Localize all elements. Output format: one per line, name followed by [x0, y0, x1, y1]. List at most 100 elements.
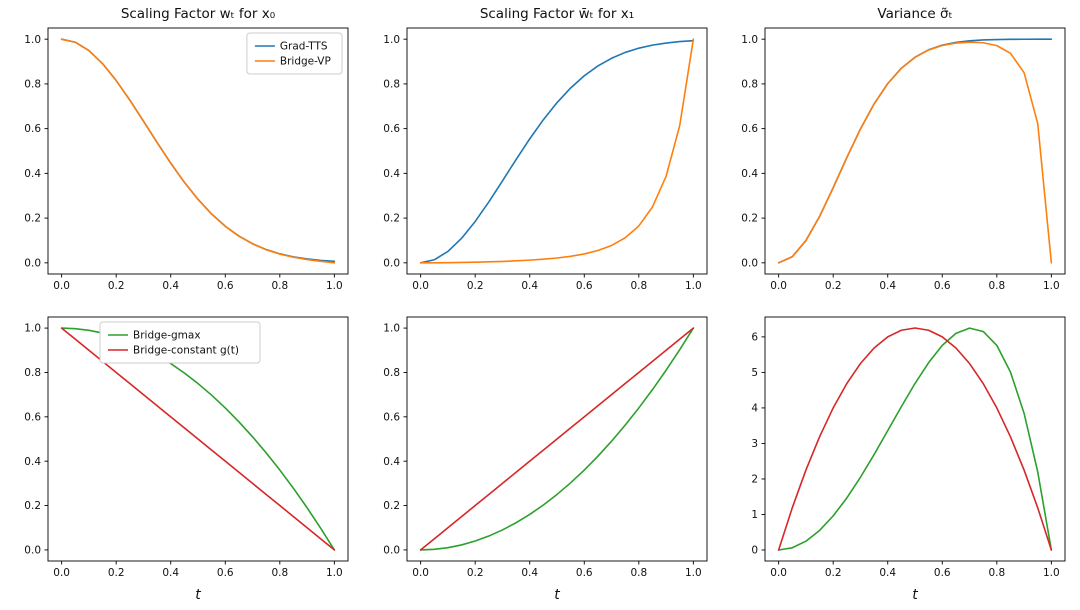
- y-tick-label: 0.0: [24, 257, 41, 269]
- y-tick-label: 0.0: [383, 257, 400, 269]
- x-tick-label: 0.8: [630, 280, 647, 292]
- chart-variance-bridges: 0.0 0.2 0.4 0.6 0.8 1.0 0 1 2 3 4 5 6 t: [719, 305, 1077, 607]
- x-tick-label: 0.6: [576, 567, 593, 579]
- plot-area: [406, 27, 708, 275]
- x-tick-label: 0.0: [53, 567, 70, 579]
- chart-scaling-wbar-x1-bridges: 0.0 0.2 0.4 0.6 0.8 1.0 0.0 0.2 0.4 0.6 0.8 1.0 t: [361, 305, 719, 607]
- y-tick-label: 0.2: [383, 500, 400, 512]
- y-tick-label: 6: [752, 331, 759, 343]
- x-tick-label: 1.0: [685, 280, 702, 292]
- x-tick-label: 0.6: [934, 280, 951, 292]
- x-tick-label: 1.0: [685, 567, 702, 579]
- y-tick-label: 1.0: [24, 323, 41, 335]
- chart-svg-variance-bridges: 0.0 0.2 0.4 0.6 0.8 1.0 0 1 2 3 4 5 6 t: [752, 316, 1066, 603]
- chart-svg-scaling-w-x0-bridges: 0.0 0.2 0.4 0.6 0.8 1.0 0.0 0.2 0.4 0.6 0.8 1.0 t Bri…: [24, 316, 349, 603]
- x-tick-label: 0.2: [108, 280, 125, 292]
- x-tick-label: 0.4: [880, 567, 897, 579]
- y-tick-label: 0.6: [24, 123, 41, 135]
- x-tick-label: 0.6: [217, 567, 234, 579]
- y-tick-label: 0.0: [24, 545, 41, 557]
- x-tick-label: 0.6: [217, 280, 234, 292]
- x-axis-label: t: [913, 587, 919, 603]
- y-tick-label: 1.0: [24, 34, 41, 46]
- legend-box: [99, 321, 261, 364]
- x-tick-label: 0.8: [271, 280, 288, 292]
- y-tick-label: 2: [752, 474, 759, 486]
- y-tick-label: 0.0: [383, 545, 400, 557]
- x-tick-label: 0.0: [412, 567, 429, 579]
- x-tick-label: 0.2: [108, 567, 125, 579]
- y-tick-label: 1: [752, 509, 759, 521]
- y-tick-label: 0.2: [24, 213, 41, 225]
- y-tick-label: 1.0: [383, 323, 400, 335]
- x-tick-label: 0.0: [771, 567, 788, 579]
- y-tick-label: 0.8: [383, 367, 400, 379]
- chart-svg-variance-vp: 0.0 0.2 0.4 0.6 0.8 1.0 0.0 0.2 0.4 0.6 0.8 1.0 Vari…: [742, 6, 1066, 292]
- x-tick-label: 0.6: [576, 280, 593, 292]
- y-tick-label: 0.2: [24, 500, 41, 512]
- series-line-bridge-constant-g-t: [60, 327, 336, 551]
- x-tick-label: 0.4: [162, 280, 179, 292]
- plot-area: [764, 316, 1066, 562]
- legend-box: [246, 32, 343, 75]
- x-tick-label: 0.4: [521, 280, 538, 292]
- series-line-bridge-gmax: [419, 327, 694, 551]
- x-tick-label: 0.6: [934, 567, 951, 579]
- x-tick-label: 0.2: [466, 567, 483, 579]
- chart-title: Scaling Factor wₜ for x₀: [121, 6, 275, 22]
- chart-title: Scaling Factor w̄ₜ for x₁: [479, 6, 633, 22]
- legend-label-bridge-gmax: Bridge-gmax: [133, 330, 201, 342]
- y-tick-label: 4: [752, 403, 759, 415]
- chart-svg-scaling-wbar-x1-bridges: 0.0 0.2 0.4 0.6 0.8 1.0 0.0 0.2 0.4 0.6 0.8 1.0 t: [383, 316, 708, 603]
- x-tick-label: 0.8: [989, 567, 1006, 579]
- y-tick-label: 0.6: [742, 123, 759, 135]
- chart-variance-vp: 0.0 0.2 0.4 0.6 0.8 1.0 0.0 0.2 0.4 0.6 0.8 1.0 Vari…: [719, 2, 1077, 304]
- x-tick-label: 0.0: [412, 280, 429, 292]
- series-line-bridge-vp: [778, 41, 1053, 264]
- series-line-bridge-constant-g-t: [419, 327, 694, 551]
- y-tick-label: 0.2: [383, 213, 400, 225]
- x-tick-label: 0.8: [989, 280, 1006, 292]
- series-line-bridge-vp: [419, 38, 694, 264]
- chart-scaling-w-x0-bridges: 0.0 0.2 0.4 0.6 0.8 1.0 0.0 0.2 0.4 0.6 0.8 1.0 t Bri…: [2, 305, 360, 607]
- x-tick-label: 0.4: [162, 567, 179, 579]
- chart-svg-scaling-wbar-x1: 0.0 0.2 0.4 0.6 0.8 1.0 0.0 0.2 0.4 0.6 0.8 1.0 Scal…: [383, 6, 708, 292]
- y-tick-label: 5: [752, 367, 759, 379]
- chart-scaling-wbar-x1: 0.0 0.2 0.4 0.6 0.8 1.0 0.0 0.2 0.4 0.6 0.8 1.0 Scal…: [361, 2, 719, 304]
- chart-scaling-w-x0: 0.0 0.2 0.4 0.6 0.8 1.0 0.0 0.2 0.4 0.6 0.8 1.0 Scal…: [2, 2, 360, 304]
- x-axis-label: t: [195, 587, 201, 603]
- legend-label-bridge-vp: Bridge-VP: [280, 56, 331, 68]
- x-tick-label: 1.0: [1043, 567, 1060, 579]
- series-line-bridge-gmax: [778, 327, 1053, 551]
- y-tick-label: 0: [752, 545, 759, 557]
- y-tick-label: 0.4: [24, 456, 41, 468]
- y-tick-label: 1.0: [742, 34, 759, 46]
- x-tick-label: 0.0: [771, 280, 788, 292]
- y-tick-label: 0.4: [742, 168, 759, 180]
- legend: Bridge-gmax Bridge-constant g(t): [99, 321, 261, 364]
- y-tick-label: 0.8: [383, 79, 400, 91]
- x-tick-label: 1.0: [326, 280, 343, 292]
- chart-title: Variance σ̃ₜ: [878, 6, 953, 22]
- x-tick-label: 0.4: [880, 280, 897, 292]
- y-tick-label: 0.4: [383, 168, 400, 180]
- chart-svg-scaling-w-x0: 0.0 0.2 0.4 0.6 0.8 1.0 0.0 0.2 0.4 0.6 0.8 1.0 Scal…: [24, 6, 349, 292]
- y-tick-label: 0.4: [24, 168, 41, 180]
- y-tick-label: 0.4: [383, 456, 400, 468]
- y-tick-label: 0.2: [742, 213, 759, 225]
- x-axis-label: t: [554, 587, 560, 603]
- x-tick-label: 0.2: [466, 280, 483, 292]
- y-tick-label: 1.0: [383, 34, 400, 46]
- series-line-bridge-constant-g-t: [778, 327, 1053, 551]
- series-line-bridge-vp: [60, 38, 336, 264]
- y-tick-label: 0.8: [742, 79, 759, 91]
- plot-area: [764, 27, 1066, 275]
- y-tick-label: 0.0: [742, 257, 759, 269]
- y-tick-label: 3: [752, 438, 759, 450]
- x-tick-label: 0.2: [825, 280, 842, 292]
- series-line-grad-tts: [419, 39, 694, 264]
- legend-label-bridge-constant-g-t: Bridge-constant g(t): [133, 345, 239, 357]
- x-tick-label: 1.0: [326, 567, 343, 579]
- legend-label-grad-tts: Grad-TTS: [280, 41, 328, 53]
